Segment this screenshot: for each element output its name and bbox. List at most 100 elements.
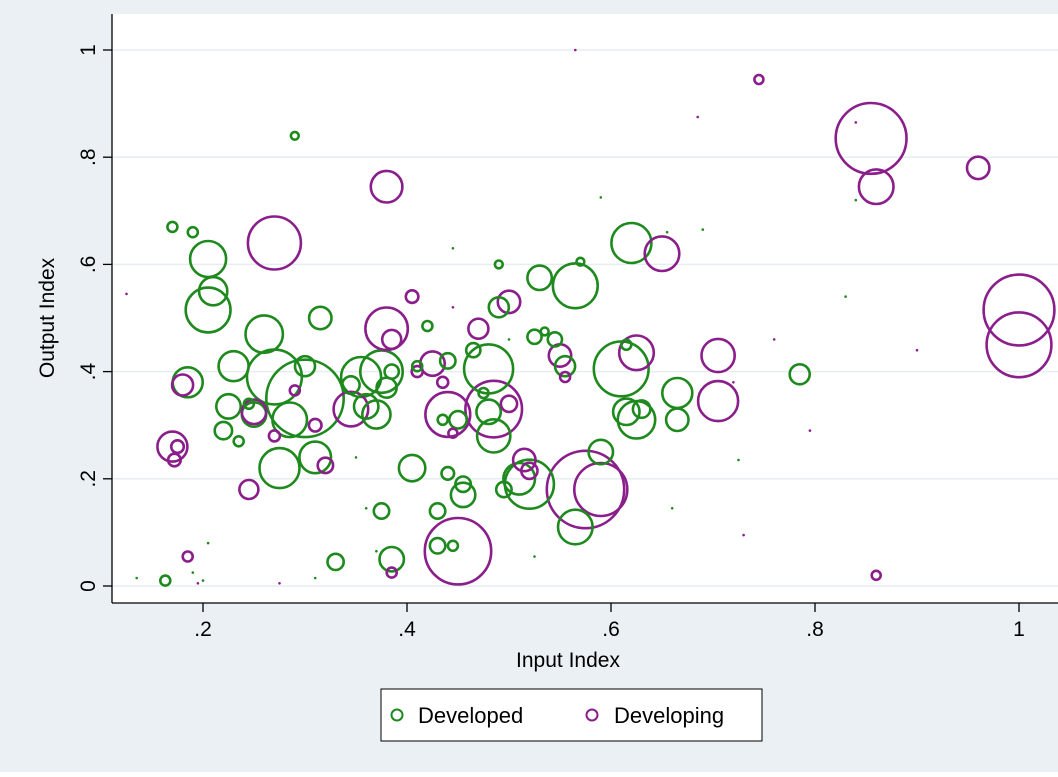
tiny-point-15: [574, 48, 577, 52]
legend-box: [380, 688, 763, 742]
bubble-developed-40: [446, 539, 460, 553]
tiny-point-21: [732, 381, 735, 384]
tiny-point-29: [844, 295, 847, 298]
bubble-developed-34: [421, 319, 434, 333]
bubble-developing-14: [364, 306, 410, 352]
bubble-developed-62: [587, 438, 615, 466]
y-tick-label-2: .4: [77, 363, 100, 381]
bubble-developing-2: [169, 439, 186, 455]
tiny-point-16: [599, 196, 603, 199]
y-tick-label-5: 1: [77, 44, 100, 56]
bubble-developed-66: [610, 221, 653, 265]
tiny-point-17: [665, 230, 669, 234]
bubble-developed-23: [340, 374, 361, 395]
bubble-developed-48: [475, 417, 512, 454]
tiny-point-26: [854, 121, 858, 124]
legend-marker-developed: [390, 708, 404, 722]
bubble-developing-11: [316, 456, 335, 475]
bubble-developed-56: [539, 326, 550, 337]
y-tick-label-1: .2: [77, 470, 100, 488]
bubble-developing-44: [985, 311, 1053, 379]
tiny-point-1: [135, 576, 138, 580]
bubble-developed-24: [339, 355, 383, 399]
bubble-developing-37: [696, 379, 740, 423]
bubble-developed-54: [526, 328, 543, 346]
bubble-developed-27: [372, 501, 391, 520]
bubble-developing-31: [558, 370, 572, 384]
bubble-developed-71: [788, 362, 812, 386]
bubble-developing-35: [643, 235, 681, 273]
tiny-point-27: [854, 198, 858, 202]
bubble-developed-37: [436, 413, 450, 427]
bubble-developing-12: [332, 390, 370, 428]
tiny-point-23: [742, 533, 745, 537]
bubble-layer: [125, 48, 1056, 587]
bubble-developing-16: [385, 566, 399, 579]
bubble-developed-16: [271, 401, 309, 439]
bubble-developing-20: [435, 375, 450, 390]
bubble-developing-42: [965, 155, 991, 181]
bubble-developing-18: [410, 364, 425, 379]
bubble-developed-21: [307, 305, 333, 331]
bubble-developed-43: [449, 481, 477, 509]
bubble-developed-7: [213, 420, 234, 441]
bubble-developed-15: [258, 446, 301, 490]
tiny-point-12: [451, 306, 455, 309]
y-tick-label-4: .8: [77, 148, 100, 166]
y-tick-label-3: .6: [77, 256, 100, 274]
bubble-developed-65: [611, 397, 641, 427]
tiny-point-6: [278, 582, 281, 585]
bubble-developed-13: [244, 314, 285, 355]
bubble-developed-60: [556, 508, 594, 546]
bubble-developing-38: [753, 73, 765, 86]
bubble-developed-0: [159, 574, 172, 587]
bubble-developing-3: [170, 373, 195, 397]
x-tick-label-3: .8: [806, 618, 824, 641]
bubble-developing-28: [511, 447, 537, 473]
bubble-developed-30: [383, 363, 401, 380]
tiny-point-18: [670, 507, 674, 510]
bubble-developed-3: [186, 225, 200, 239]
bubble-developing-25: [464, 379, 524, 439]
x-tick-label-0: .2: [194, 618, 212, 641]
bubble-developed-17: [289, 130, 300, 142]
bubble-developed-1: [166, 220, 179, 234]
bubble-developing-26: [499, 394, 519, 414]
bubble-developing-36: [700, 337, 737, 374]
tiny-point-9: [364, 507, 368, 510]
bubble-developing-8: [267, 429, 282, 443]
bubble-developed-6: [197, 275, 229, 307]
axes: .2 .4 .6 .8 1 0 .2 .4 .6 .8 1: [77, 14, 1058, 641]
bubble-developed-38: [440, 465, 456, 482]
bubble-developed-51: [494, 480, 513, 499]
bubble-developing-17: [404, 289, 420, 305]
tiny-point-0: [125, 292, 128, 296]
x-tick-label-2: .6: [602, 618, 620, 641]
bubble-developing-32: [545, 449, 626, 530]
bubble-developed-5: [184, 286, 232, 334]
bubble-developing-9: [288, 384, 302, 397]
bubble-developed-9: [217, 349, 250, 383]
bubble-developing-43: [982, 273, 1056, 347]
tiny-point-5: [206, 541, 210, 545]
bubble-developed-39: [438, 351, 457, 370]
bubble-developed-31: [378, 545, 406, 573]
bubble-developed-25: [352, 392, 380, 420]
bubble-developed-36: [428, 501, 447, 520]
bubble-developed-70: [664, 407, 690, 433]
tiny-point-25: [808, 429, 812, 432]
bubble-developed-68: [631, 399, 652, 420]
bubble-developing-29: [520, 461, 539, 481]
bubble-developing-10: [307, 417, 323, 433]
bubble-developed-59: [551, 262, 599, 310]
bubble-developing-4: [181, 550, 194, 563]
bubble-developed-41: [447, 409, 468, 430]
bubble-developing-23: [423, 516, 493, 586]
bubble-developing-40: [857, 168, 895, 206]
y-axis-label: Output Index: [36, 257, 59, 378]
bubble-developed-8: [215, 392, 243, 420]
bubble-developed-35: [428, 536, 447, 555]
bubble-developed-57: [546, 330, 564, 348]
